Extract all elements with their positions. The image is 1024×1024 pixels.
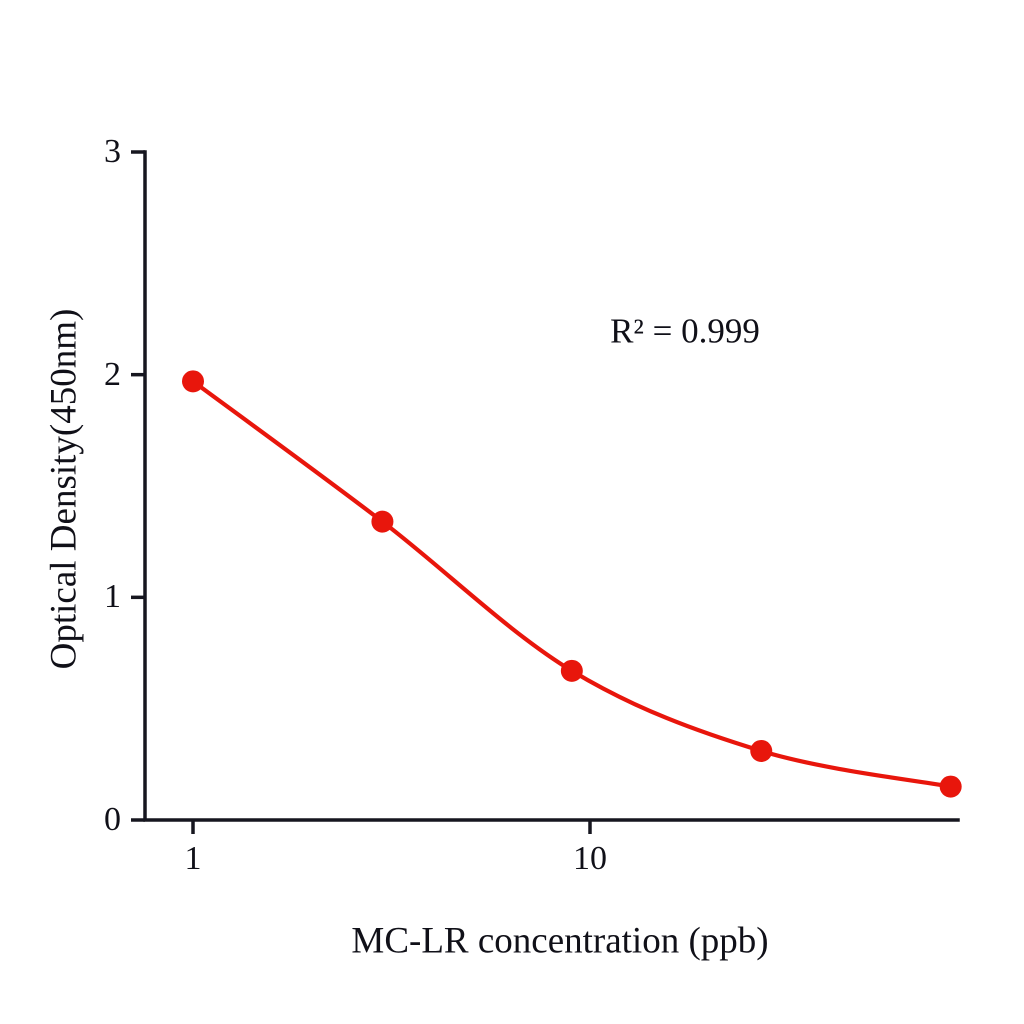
data-point-marker (939, 775, 962, 798)
data-point-marker (182, 370, 204, 393)
x-tick-label: 10 (573, 840, 607, 877)
x-axis-label: MC-LR concentration (ppb) (351, 920, 769, 962)
data-point-marker (560, 659, 583, 682)
y-tick-label: 2 (104, 355, 121, 393)
y-tick-label: 3 (104, 133, 121, 170)
data-point-marker (750, 739, 773, 762)
x-tick-label: 1 (184, 840, 202, 877)
data-point-marker (371, 510, 394, 533)
y-axis-label: Optical Density(450nm) (43, 308, 85, 670)
standard-curve-line (190, 379, 953, 789)
axis-line (143, 150, 960, 822)
y-tick-label: 0 (104, 801, 121, 838)
y-tick-label: 1 (104, 578, 121, 616)
r-squared-annotation: R² = 0.999 (610, 311, 760, 351)
